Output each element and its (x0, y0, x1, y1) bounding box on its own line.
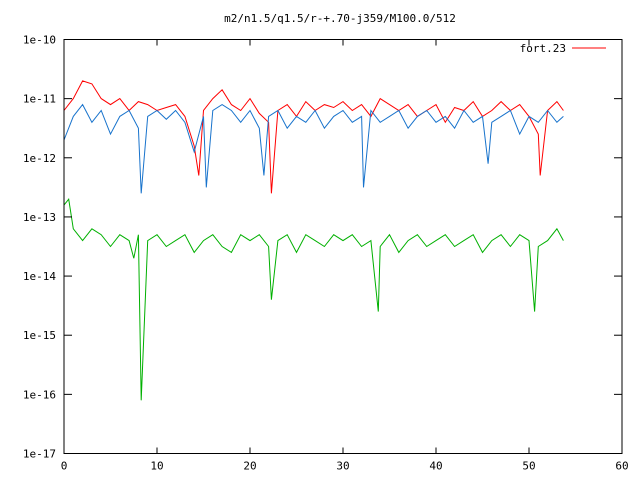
x-tick-label: 50 (522, 460, 535, 473)
y-tick-label: 1e-16 (23, 388, 56, 401)
chart-title: m2/n1.5/q1.5/r-+.70-j359/M100.0/512 (224, 12, 456, 25)
y-tick-label: 1e-12 (23, 152, 56, 165)
series-line-3 (63, 197, 564, 401)
series-line-2 (63, 103, 564, 194)
x-tick-label: 60 (615, 460, 628, 473)
x-tick-label: 40 (429, 460, 442, 473)
x-tick-label: 20 (243, 460, 256, 473)
series-line-1 (63, 80, 564, 194)
legend-label-fort-23: fort.23 (520, 42, 566, 55)
y-tick-label: 1e-17 (23, 448, 56, 461)
y-tick-label: 1e-13 (23, 211, 56, 224)
legend: fort.23 (520, 42, 606, 55)
x-tick-label: 10 (150, 460, 163, 473)
x-tick-label: 0 (61, 460, 68, 473)
x-tick-label: 30 (336, 460, 349, 473)
y-tick-label: 1e-14 (23, 270, 56, 283)
y-tick-label: 1e-15 (23, 329, 56, 342)
y-tick-label: 1e-10 (23, 34, 56, 47)
x-axis: 0 10 20 30 40 50 60 (61, 39, 629, 473)
y-axis: 1e-17 1e-16 1e-15 1e-14 1e-13 1e-12 1e-11 1e-10 (23, 34, 622, 461)
y-tick-label: 1e-11 (23, 93, 56, 106)
series-layer (63, 80, 564, 401)
